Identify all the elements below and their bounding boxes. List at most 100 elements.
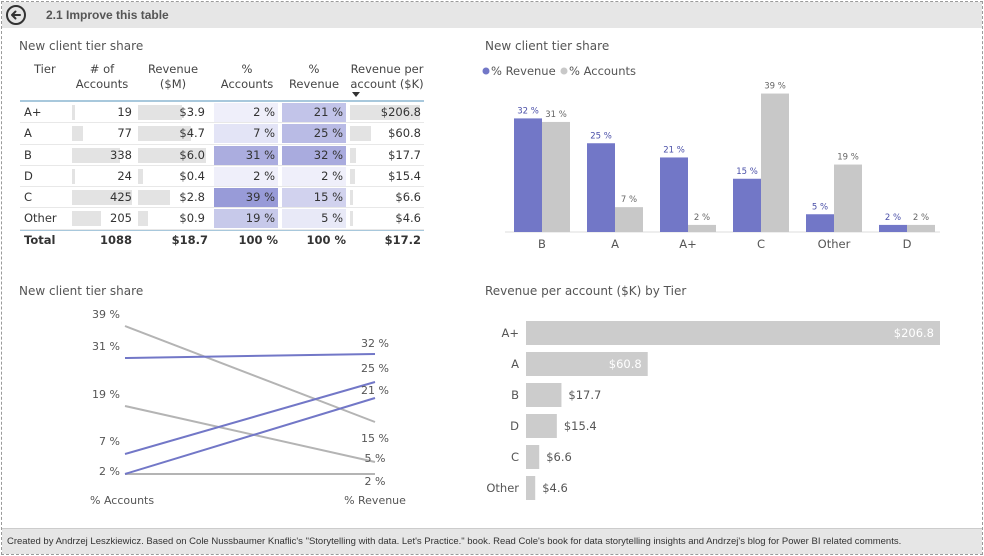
column-header-accounts[interactable]: # of Accounts <box>75 62 129 91</box>
arrow-left-icon <box>11 10 21 20</box>
data-label: $4.6 <box>542 481 568 495</box>
hbar[interactable] <box>526 476 536 500</box>
back-button[interactable] <box>6 5 26 25</box>
cell-pct-revenue: 15 % <box>313 190 343 205</box>
x-tick-label: Other <box>818 237 851 251</box>
left-value-label: 2 % <box>99 465 120 478</box>
cell-pct-revenue-heat <box>282 103 346 122</box>
column-header-pct-revenue[interactable]: % Revenue <box>288 62 340 91</box>
column-bar[interactable] <box>806 214 834 232</box>
total-divider <box>20 229 424 231</box>
cell-accounts: 205 <box>110 211 132 226</box>
data-label: 31 % <box>545 110 567 120</box>
column-bar[interactable] <box>879 224 907 232</box>
data-label: $15.4 <box>564 419 597 433</box>
sort-descending-icon[interactable] <box>352 92 360 97</box>
column-bar[interactable] <box>587 143 615 232</box>
y-tick-label: Other <box>486 481 519 495</box>
slope-line[interactable] <box>124 325 376 423</box>
column-bar[interactable] <box>761 93 789 232</box>
cell-revenue-bar <box>138 105 183 120</box>
table-body: A+ 19 $3.9 2 % 21 % $206.8 A 77 $4.7 7 % 25 % $60.8… <box>20 102 424 230</box>
cell-accounts: 425 <box>110 190 132 205</box>
cell-pct-revenue: 32 % <box>313 147 343 162</box>
hbar[interactable] <box>526 445 540 469</box>
x-category-label: % Accounts <box>90 494 154 507</box>
data-label: 15 % <box>736 167 758 177</box>
data-label: 19 % <box>837 153 859 163</box>
cell-rev-per-account-bar <box>350 190 353 206</box>
y-tick-label: A+ <box>501 326 519 340</box>
cell-accounts-bar <box>72 211 101 227</box>
column-header-revenue[interactable]: Revenue ($M) <box>147 62 199 91</box>
cell-pct-accounts-heat <box>214 145 278 165</box>
x-tick-label: D <box>903 237 912 251</box>
table-title: New client tier share <box>19 39 144 53</box>
legend-marker <box>560 67 568 75</box>
table-row[interactable]: Other 205 $0.9 19 % 5 % $4.6 <box>20 208 424 230</box>
legend-label: % Revenue <box>491 64 556 78</box>
hbar[interactable] <box>526 383 562 407</box>
column-bar[interactable] <box>834 164 862 232</box>
data-label: 39 % <box>764 82 786 92</box>
table-row[interactable]: C 425 $2.8 39 % 15 % $6.6 <box>20 187 424 209</box>
cell-pct-accounts: 31 % <box>245 147 275 162</box>
slope-line[interactable] <box>124 397 376 475</box>
column-bar[interactable] <box>733 178 761 232</box>
cell-accounts: 24 <box>117 168 132 183</box>
column-bar[interactable] <box>688 224 716 232</box>
slope-line[interactable] <box>124 381 376 455</box>
cell-revenue-bar <box>138 168 143 184</box>
table-row[interactable]: A 77 $4.7 7 % 25 % $60.8 <box>20 123 424 145</box>
column-header-tier[interactable]: Tier <box>34 62 56 76</box>
cell-revenue-bar <box>138 211 149 227</box>
cell-revenue-bar <box>138 190 170 206</box>
column-bar[interactable] <box>907 224 935 232</box>
slope-line[interactable] <box>124 353 376 359</box>
data-label: 2 % <box>913 213 929 223</box>
tier-share-slope-chart: 31 % 7 % 2 % 39 % 19 % 32 % 25 % 21 % 15 % 5 % 2 %… <box>90 308 406 507</box>
data-label: 7 % <box>621 195 637 205</box>
column-bar[interactable] <box>660 157 688 232</box>
hbar[interactable] <box>526 414 557 438</box>
cell-revenue: $3.9 <box>179 105 205 119</box>
slope-line[interactable] <box>124 405 376 463</box>
cell-pct-revenue-heat <box>282 124 346 144</box>
cell-tier: C <box>24 190 33 205</box>
x-tick-label: A+ <box>679 237 697 251</box>
total-pct-accounts: 100 % <box>238 232 278 247</box>
cell-pct-revenue: 5 % <box>321 211 343 226</box>
total-accounts: 1088 <box>99 232 132 247</box>
data-label: 2 % <box>885 213 901 223</box>
column-bar[interactable] <box>542 121 570 232</box>
column-header-pct-accounts[interactable]: % Accounts <box>220 62 274 91</box>
table-row[interactable]: B 338 $6.0 31 % 32 % $17.7 <box>20 145 424 166</box>
right-value-label: 25 % <box>361 362 389 375</box>
cell-rev-per-account-bar <box>350 126 371 142</box>
cell-accounts: 19 <box>117 105 132 119</box>
total-pct-revenue: 100 % <box>306 232 346 247</box>
cell-pct-accounts-heat <box>214 209 278 229</box>
cell-accounts: 77 <box>117 126 132 141</box>
legend-marker <box>482 67 490 75</box>
right-value-label: 2 % <box>365 475 386 488</box>
cell-pct-revenue: 2 % <box>321 168 343 183</box>
table-row[interactable]: D 24 $0.4 2 % 2 % $15.4 <box>20 166 424 188</box>
x-category-label: % Revenue <box>344 494 406 507</box>
right-value-label: 21 % <box>361 384 389 397</box>
cell-pct-accounts-heat <box>214 103 278 122</box>
column-bar[interactable] <box>615 207 643 232</box>
left-value-label: 19 % <box>92 388 120 401</box>
column-bar[interactable] <box>514 118 542 232</box>
data-label: 2 % <box>694 213 710 223</box>
cell-tier: D <box>24 168 33 183</box>
column-header-rev-per-account[interactable]: Revenue per account ($K) <box>350 62 424 91</box>
hbar[interactable] <box>526 321 940 345</box>
table-row[interactable]: A+ 19 $3.9 2 % 21 % $206.8 <box>20 102 424 124</box>
cell-pct-accounts: 39 % <box>245 190 275 205</box>
hbar[interactable] <box>526 352 648 376</box>
page-footer: Created by Andrzej Leszkiewicz. Based on… <box>2 528 982 554</box>
cell-rev-per-account: $60.8 <box>388 126 421 141</box>
rev-per-account-chart-title: Revenue per account ($K) by Tier <box>485 284 687 298</box>
